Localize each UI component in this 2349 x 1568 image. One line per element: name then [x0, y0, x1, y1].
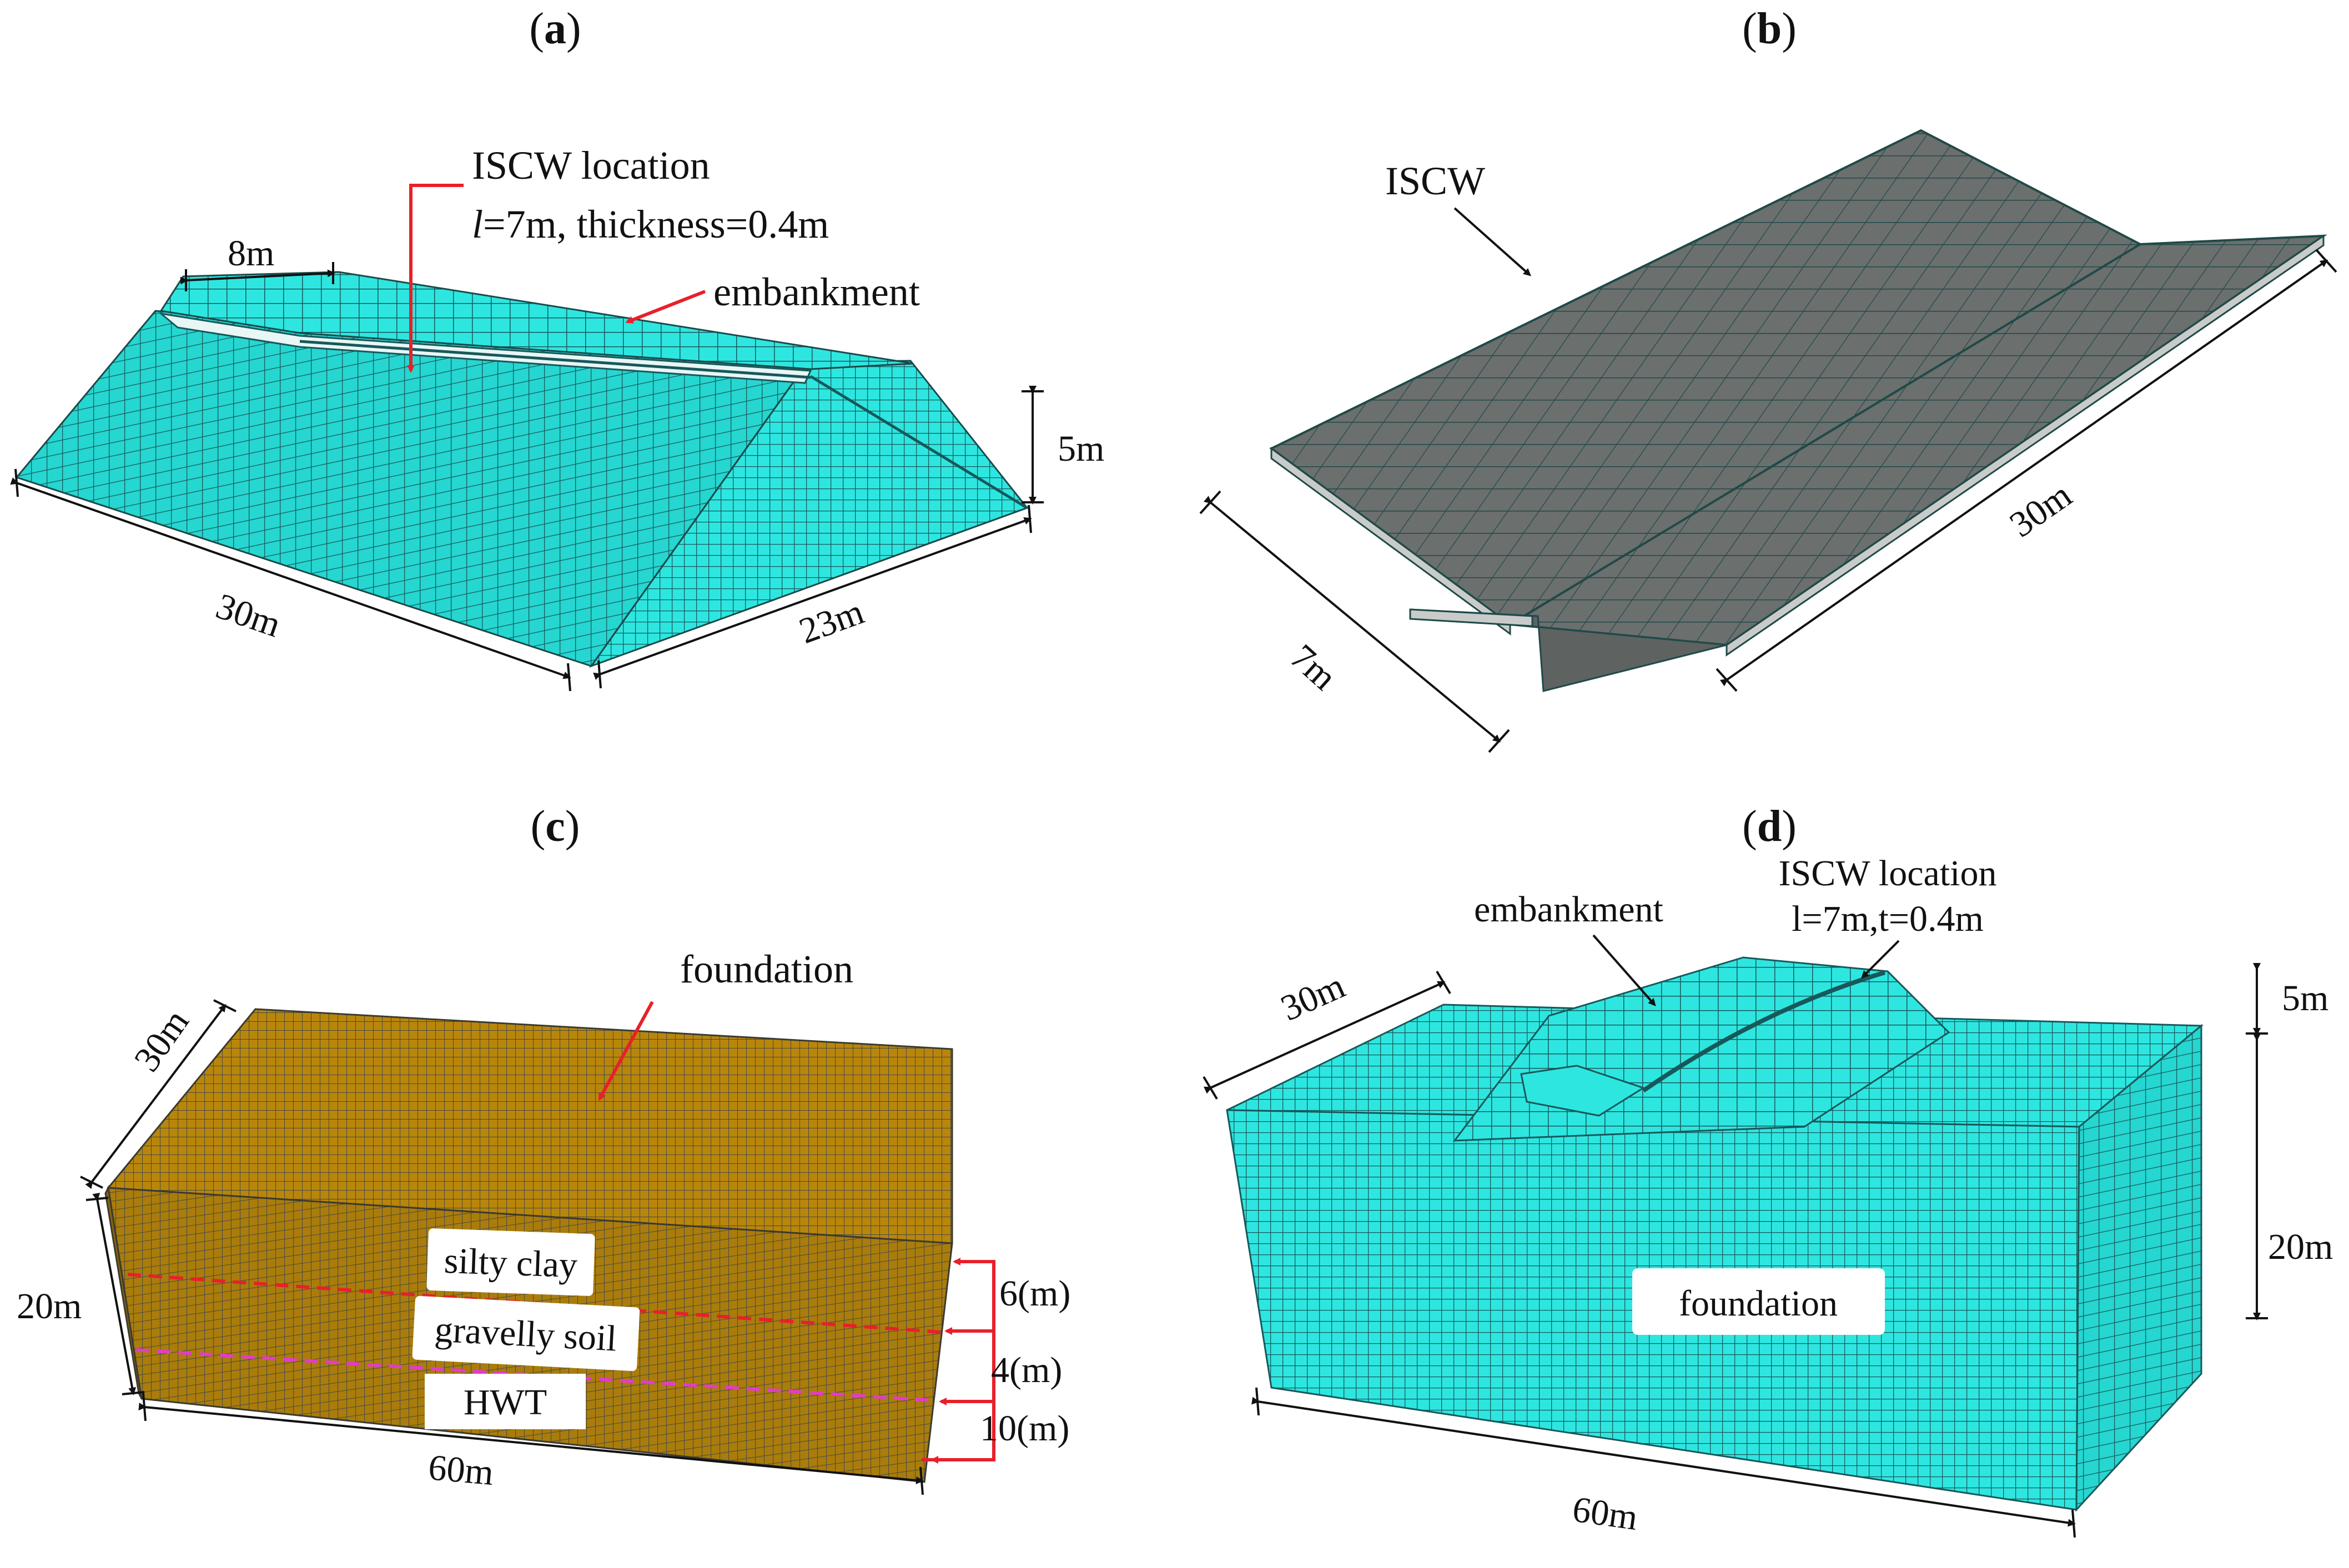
svg-text:4(m): 4(m) — [991, 1350, 1062, 1390]
layer-label-gravelly-soil: gravelly soil — [412, 1295, 640, 1372]
iscw-wall-mesh — [1269, 129, 2327, 692]
layer-label-silty-clay: silty clay — [426, 1228, 595, 1296]
svg-text:5m: 5m — [2282, 978, 2328, 1019]
svg-text:6(m): 6(m) — [999, 1273, 1070, 1314]
iscw-location-spec: l=7m, thickness=0.4m — [472, 202, 829, 246]
embankment-label-a: embankment — [713, 270, 920, 314]
svg-text:30m: 30m — [1275, 965, 1351, 1028]
panel-b-letter: (b) — [1742, 4, 1797, 53]
iscw-label-b: ISCW — [1385, 159, 1485, 203]
svg-text:30m: 30m — [2003, 475, 2079, 545]
iscw-callout-arrow — [407, 184, 464, 373]
svg-text:7m: 7m — [1282, 637, 1345, 698]
embankment-crest — [159, 271, 914, 370]
layer-label-hwt: HWT — [425, 1374, 586, 1429]
iscw-location-title: ISCW location — [472, 143, 710, 188]
embankment-end-d — [1520, 1065, 1646, 1117]
dim-length-d: 60m — [1251, 1387, 2076, 1539]
svg-text:20m: 20m — [2268, 1227, 2333, 1267]
svg-text:HWT: HWT — [464, 1382, 547, 1423]
svg-text:10(m): 10(m) — [980, 1408, 1069, 1449]
layer-thickness-bracket: 6(m) 4(m) 10(m) — [922, 1258, 1070, 1464]
embankment-arrow-a — [625, 290, 706, 324]
panel-c: (c) silty clay gravelly soil HWT foundat… — [17, 802, 1070, 1495]
embankment-mesh-a — [15, 271, 1029, 668]
svg-text:30m: 30m — [211, 586, 286, 645]
foundation-label-d: foundation — [1632, 1268, 1885, 1335]
model-mesh-d — [1226, 956, 2204, 1512]
dim-top-width: 8m — [180, 233, 335, 291]
embankment-arrow-d — [1592, 934, 1656, 1007]
panel-d-letter: (d) — [1742, 802, 1797, 851]
svg-text:8m: 8m — [228, 233, 274, 274]
svg-text:60m: 60m — [427, 1447, 495, 1493]
dim-embankment-height-d: 5m — [2246, 963, 2328, 1036]
dim-foundation-height-d: 20m — [2246, 1033, 2333, 1320]
iscw-label-d-line2: l=7m,t=0.4m — [1792, 899, 1984, 939]
embankment-label-d: embankment — [1474, 889, 1663, 930]
foundation-label-c: foundation — [680, 947, 853, 991]
svg-text:silty clay: silty clay — [444, 1241, 579, 1285]
dim-length-c: 60m — [138, 1393, 924, 1495]
panel-b: (b) ISCW 7m 30m — [1199, 4, 2337, 753]
svg-text:gravelly soil: gravelly soil — [434, 1309, 617, 1359]
panel-a-letter: (a) — [529, 4, 581, 53]
iscw-slit-d — [1642, 970, 1886, 1093]
dim-height-c: 20m — [17, 1192, 145, 1395]
iscw-arrow-d — [1861, 940, 1900, 979]
panel-a: (a) ISCW location l=7m, thickness=0.4m e… — [10, 4, 1104, 692]
svg-text:30m: 30m — [126, 1002, 197, 1079]
svg-text:60m: 60m — [1570, 1489, 1640, 1539]
iscw-arrow-b — [1453, 207, 1531, 276]
svg-text:foundation: foundation — [1679, 1283, 1838, 1324]
foundation-side-d — [2075, 1024, 2202, 1512]
dim-embankment-height-a: 5m — [1022, 386, 1104, 505]
panel-d: (d) embankment ISCW location l=7m,t=0.4m… — [1203, 802, 2333, 1539]
iscw-label-d-line1: ISCW location — [1779, 853, 1997, 894]
layer-boundary-2 — [135, 1348, 933, 1402]
svg-text:20m: 20m — [17, 1286, 82, 1327]
foundation-arrow-c — [598, 1001, 654, 1101]
panel-c-letter: (c) — [531, 802, 580, 851]
svg-text:5m: 5m — [1058, 428, 1104, 469]
